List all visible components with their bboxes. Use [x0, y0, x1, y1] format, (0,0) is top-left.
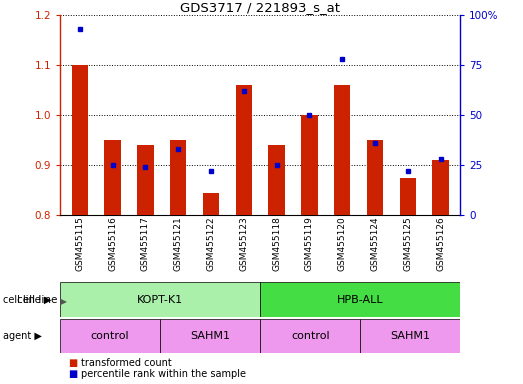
Text: ■: ■	[68, 369, 77, 379]
Bar	[334, 85, 350, 215]
Text: GSM455117: GSM455117	[141, 216, 150, 271]
Bar	[268, 145, 285, 215]
Text: GSM455118: GSM455118	[272, 216, 281, 271]
Bar	[433, 160, 449, 215]
Title: GDS3717 / 221893_s_at: GDS3717 / 221893_s_at	[180, 1, 340, 14]
Text: GSM455116: GSM455116	[108, 216, 117, 271]
Bar	[60, 282, 260, 317]
Text: GSM455121: GSM455121	[174, 216, 183, 271]
Bar	[260, 282, 460, 317]
Text: GSM455124: GSM455124	[370, 216, 380, 271]
Text: GSM455122: GSM455122	[207, 216, 215, 271]
Text: control: control	[91, 331, 130, 341]
Bar	[301, 115, 317, 215]
Text: GSM455123: GSM455123	[240, 216, 248, 271]
Bar	[360, 319, 460, 353]
Bar	[60, 319, 160, 353]
Text: GSM455125: GSM455125	[403, 216, 412, 271]
Bar	[170, 140, 186, 215]
Text: GSM455119: GSM455119	[305, 216, 314, 271]
Text: GSM455115: GSM455115	[75, 216, 84, 271]
Text: percentile rank within the sample: percentile rank within the sample	[81, 369, 246, 379]
Bar	[367, 140, 383, 215]
Text: GSM455120: GSM455120	[338, 216, 347, 271]
Text: HPB-ALL: HPB-ALL	[337, 295, 383, 305]
Text: cell line ▶: cell line ▶	[3, 295, 51, 305]
Text: SAHM1: SAHM1	[190, 331, 230, 341]
Bar	[72, 65, 88, 215]
Bar	[400, 178, 416, 215]
Text: agent ▶: agent ▶	[3, 331, 41, 341]
Text: cell line: cell line	[17, 295, 58, 305]
Text: ■: ■	[68, 358, 77, 368]
Bar	[260, 319, 360, 353]
Bar	[105, 140, 121, 215]
Text: KOPT-K1: KOPT-K1	[137, 295, 183, 305]
Text: GSM455126: GSM455126	[436, 216, 445, 271]
Bar	[137, 145, 154, 215]
Text: transformed count: transformed count	[81, 358, 172, 368]
Bar	[203, 193, 219, 215]
Text: ▶: ▶	[58, 297, 67, 306]
Text: SAHM1: SAHM1	[390, 331, 430, 341]
Text: control: control	[291, 331, 329, 341]
Bar	[160, 319, 260, 353]
Bar	[235, 85, 252, 215]
